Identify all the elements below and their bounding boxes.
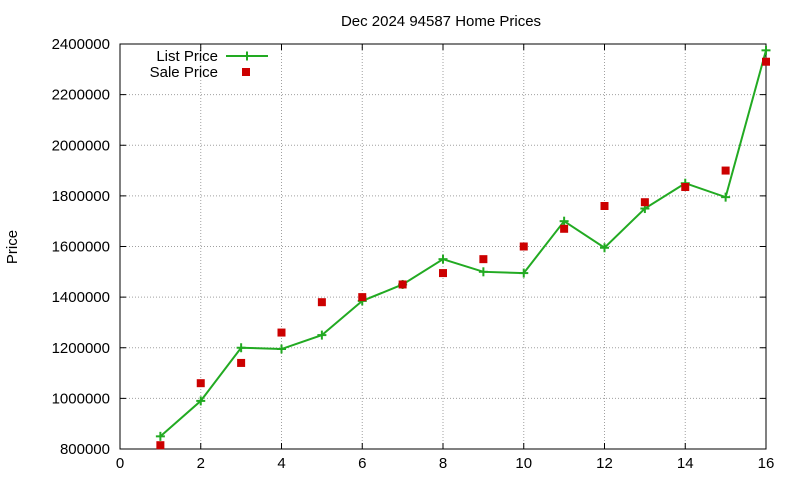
x-tick-label: 8 (439, 455, 447, 472)
list-price-point (438, 254, 448, 264)
sale-price-point (156, 441, 165, 450)
legend-square-swatch (242, 68, 250, 76)
y-tick-label: 2200000 (52, 87, 110, 104)
grid-lines (120, 44, 766, 449)
sale-price-point (640, 198, 649, 207)
x-tick-label: 12 (596, 455, 613, 472)
y-tick-label: 1400000 (52, 289, 110, 306)
x-tick-label: 4 (277, 455, 285, 472)
sale-price-point (398, 280, 407, 289)
y-tick-label: 800000 (60, 441, 110, 458)
y-tick-label: 2400000 (52, 36, 110, 53)
sale-price-point (317, 298, 326, 307)
y-tick-label: 1800000 (52, 188, 110, 205)
list-price-point (478, 267, 488, 277)
y-tick-label: 1200000 (52, 340, 110, 357)
data-series (155, 45, 771, 450)
sale-price-point (519, 242, 528, 251)
sale-price-point (721, 166, 730, 175)
sale-price-point (560, 224, 569, 233)
list-price-point (196, 396, 206, 406)
list-price-point (721, 192, 731, 202)
sale-price-point (277, 328, 286, 337)
sale-price-point (237, 358, 246, 367)
x-tick-label: 16 (758, 455, 775, 472)
list-price-point (155, 431, 165, 441)
list-price-point (236, 343, 246, 353)
list-price-point (559, 216, 569, 226)
y-tick-label: 1000000 (52, 390, 110, 407)
sale-price-point (600, 202, 609, 210)
x-tick-label: 10 (515, 455, 532, 472)
list-price-point (277, 344, 286, 354)
x-tick-label: 2 (197, 455, 205, 472)
list-price-point (761, 45, 771, 55)
x-tick-label: 6 (358, 455, 366, 472)
x-tick-label: 14 (677, 455, 694, 472)
list-price-point (519, 268, 529, 278)
sale-price-point (439, 269, 447, 278)
x-tick-label: 0 (116, 455, 124, 472)
list-price-point (600, 243, 609, 253)
sale-price-point (681, 183, 690, 192)
chart-title: Dec 2024 94587 Home Prices (341, 13, 541, 30)
list-price-point (317, 330, 327, 340)
legend-plus-swatch (242, 51, 252, 61)
sale-price-point (358, 293, 367, 302)
legend-label: Sale Price (150, 64, 218, 81)
axis-ticks: 0 2 4 6 8 10 12 14 16 800000 1000000 1200000 1400000… (52, 36, 775, 472)
sale-price-point (196, 379, 205, 388)
series-list-price (155, 45, 771, 441)
series-sale-price (156, 57, 770, 450)
legend-label: List Price (156, 48, 218, 65)
list-price-line (159, 50, 767, 438)
sale-price-point (479, 255, 488, 264)
y-tick-label: 2000000 (52, 137, 110, 154)
y-axis-label: Price (4, 230, 21, 264)
sale-price-point (762, 57, 770, 66)
y-tick-label: 1600000 (52, 239, 110, 256)
